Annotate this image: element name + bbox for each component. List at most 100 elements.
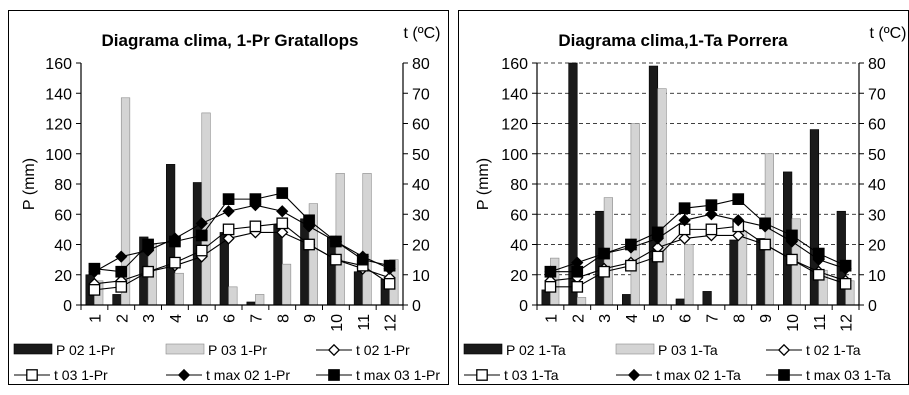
data-point bbox=[544, 265, 557, 278]
y-axis-label: P (mm) bbox=[475, 158, 492, 210]
legend-item: P 03 1-Pr bbox=[165, 342, 267, 358]
data-point bbox=[678, 202, 691, 215]
data-point bbox=[195, 244, 208, 257]
legend-label: t 03 1-Ta bbox=[504, 367, 559, 383]
legend-swatch-marker bbox=[777, 343, 791, 357]
data-point bbox=[115, 265, 128, 278]
data-point bbox=[678, 232, 691, 245]
legend-item: P 03 1-Ta bbox=[615, 342, 718, 358]
data-point bbox=[276, 217, 289, 230]
bar bbox=[201, 112, 211, 306]
legend-label: t 02 1-Ta bbox=[806, 342, 861, 358]
data-point bbox=[276, 205, 289, 218]
data-point bbox=[598, 265, 610, 278]
data-point bbox=[169, 235, 181, 248]
x-tick-label: 8 bbox=[275, 314, 292, 323]
data-point bbox=[195, 217, 208, 230]
x-tick-label: 5 bbox=[651, 314, 668, 323]
x-tick-label: 12 bbox=[839, 314, 856, 332]
x-tick-label: 10 bbox=[329, 314, 346, 332]
x-tick-label: 9 bbox=[302, 314, 319, 323]
legend-item: t 03 1-Ta bbox=[464, 367, 559, 383]
data-point bbox=[705, 208, 718, 221]
legend-label: P 02 1-Pr bbox=[56, 342, 115, 358]
bar bbox=[362, 173, 372, 306]
legend-item: t max 03 1-Pr bbox=[316, 367, 440, 383]
y-tick-label: 160 bbox=[501, 56, 528, 73]
x-tick-label: 2 bbox=[570, 314, 587, 323]
legend-item: t 02 1-Pr bbox=[316, 342, 410, 358]
bar bbox=[630, 123, 640, 306]
data-point bbox=[249, 220, 262, 233]
legend: P 02 1-Pr P 03 1-Pr t 02 1-Pr t 03 1-Pr t ma… bbox=[13, 342, 440, 383]
legend-swatch-marker bbox=[177, 368, 191, 382]
data-point bbox=[705, 223, 718, 236]
data-point bbox=[651, 226, 664, 239]
y-tick-label: 40 bbox=[510, 238, 528, 255]
bar bbox=[576, 297, 587, 306]
y2-tick-label: 40 bbox=[868, 177, 886, 194]
legend-label: P 03 1-Ta bbox=[658, 342, 718, 358]
y2-tick-label: 30 bbox=[868, 207, 886, 224]
chart-title: Diagrama clima, 1-Pr Gratallops bbox=[102, 31, 359, 50]
data-point bbox=[732, 193, 745, 205]
data-point bbox=[249, 193, 262, 205]
data-point bbox=[88, 262, 101, 275]
legend-item: t max 03 1-Ta bbox=[766, 367, 891, 383]
y2-tick-label: 0 bbox=[868, 298, 877, 315]
legend-swatch-marker bbox=[327, 343, 341, 357]
y2-tick-label: 70 bbox=[412, 86, 430, 103]
bar bbox=[281, 263, 292, 306]
y2-tick-label: 0 bbox=[412, 298, 421, 315]
x-tick-label: 6 bbox=[678, 314, 695, 323]
y-tick-label: 160 bbox=[45, 56, 72, 73]
legend-item: t 02 1-Ta bbox=[766, 342, 861, 358]
y-tick-label: 0 bbox=[519, 298, 528, 315]
data-point bbox=[222, 205, 235, 218]
x-tick-label: 9 bbox=[758, 314, 775, 323]
data-point bbox=[115, 280, 128, 293]
chart-frame bbox=[458, 10, 909, 385]
x-tick-label: 3 bbox=[597, 314, 614, 323]
data-point bbox=[625, 238, 637, 251]
y2-axis-label: t (ºC) bbox=[870, 25, 907, 42]
y2-tick-label: 20 bbox=[868, 238, 886, 255]
legend-label: t max 03 1-Pr bbox=[356, 367, 440, 383]
data-point bbox=[115, 250, 128, 263]
data-point bbox=[222, 193, 235, 205]
data-point bbox=[812, 268, 825, 281]
legend-item: t max 02 1-Ta bbox=[616, 367, 741, 383]
data-point bbox=[759, 217, 771, 230]
x-tick-label: 2 bbox=[114, 314, 131, 323]
y-tick-label: 80 bbox=[54, 177, 72, 194]
bar bbox=[192, 182, 203, 306]
bar bbox=[729, 239, 739, 306]
data-point bbox=[544, 280, 557, 293]
y2-tick-label: 80 bbox=[868, 56, 886, 73]
bar bbox=[353, 271, 364, 306]
bar bbox=[112, 294, 122, 306]
y2-tick-label: 70 bbox=[868, 86, 886, 103]
y-tick-label: 20 bbox=[510, 268, 528, 285]
data-point bbox=[142, 238, 154, 251]
x-tick-label: 1 bbox=[543, 314, 560, 323]
data-point bbox=[303, 214, 315, 227]
legend-swatch-marker bbox=[26, 369, 38, 381]
legend-label: t max 02 1-Pr bbox=[206, 367, 290, 383]
legend-label: t 02 1-Pr bbox=[356, 342, 410, 358]
legend-item: t max 02 1-Pr bbox=[166, 367, 290, 383]
data-point bbox=[88, 284, 101, 296]
y-tick-label: 140 bbox=[501, 86, 528, 103]
chart-title: Diagrama clima,1-Ta Porrera bbox=[558, 31, 788, 50]
legend-swatch bbox=[13, 343, 53, 355]
bar bbox=[836, 210, 846, 306]
data-point bbox=[759, 238, 771, 251]
x-tick-label: 6 bbox=[222, 314, 239, 323]
y2-tick-label: 20 bbox=[412, 238, 430, 255]
y2-tick-label: 30 bbox=[412, 207, 430, 224]
y2-tick-label: 60 bbox=[412, 117, 430, 134]
